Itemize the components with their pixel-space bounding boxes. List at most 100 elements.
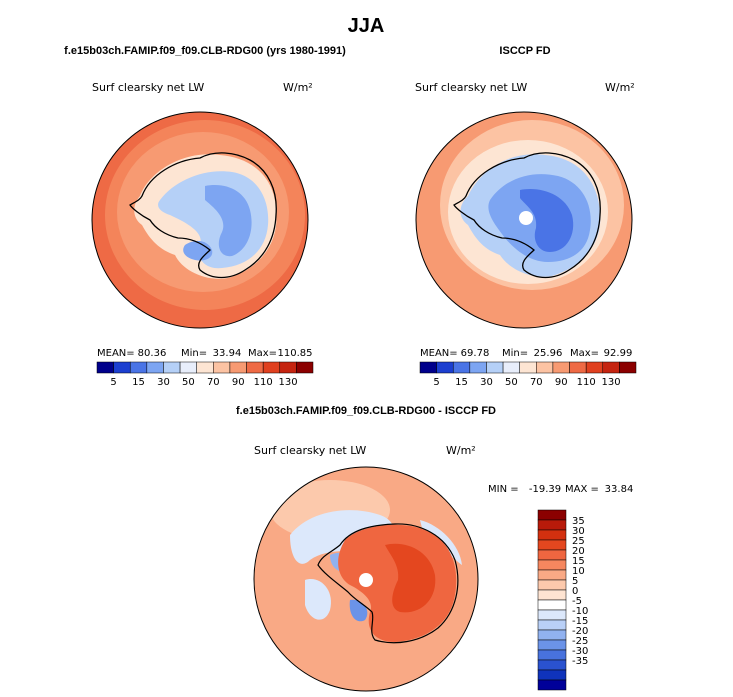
left-map-variable: Surf clearsky net LW (92, 81, 204, 94)
right-colorbar-swatch (452, 361, 471, 374)
diff-colorbar-swatch (537, 679, 567, 691)
left-colorbar-swatch (146, 361, 164, 374)
left-max-label: Max= (248, 348, 277, 359)
left-colorbar: 5 15 30 50 70 90 110 130 (96, 361, 314, 388)
left-colorbar-swatch (196, 361, 214, 374)
diff-map-pole-hole (359, 573, 373, 587)
right-colorbar-tick-label: 130 (602, 377, 621, 388)
right-colorbar-tick-label: 15 (455, 377, 468, 388)
left-colorbar-swatch (296, 361, 314, 374)
right-map-pole-hole (519, 211, 533, 225)
diff-colorbar-tick-label: 10 (572, 566, 585, 577)
left-panel-title: f.e15b03ch.FAMIP.f09_f09.CLB-RDG00 (yrs … (64, 45, 346, 57)
diff-colorbar-swatch (537, 539, 567, 551)
diff-colorbar-tick-label: 15 (572, 556, 585, 567)
left-map-stats: MEAN= 80.36 Min= 33.94 Max= 110.85 (97, 348, 313, 359)
diff-colorbar-tick-label: 0 (572, 586, 578, 597)
left-map-boundary (91, 111, 309, 329)
right-mean-label: MEAN= (420, 348, 458, 359)
right-colorbar-swatch (602, 361, 620, 374)
diff-colorbar-tick-label: -25 (572, 636, 588, 647)
left-colorbar-swatch (163, 361, 181, 374)
left-map: Surf clearsky net LW W/m² MEAN= 80.36 Mi… (91, 81, 314, 388)
diff-colorbar-swatch (537, 559, 567, 571)
left-colorbar-tick-label: 50 (182, 377, 195, 388)
left-colorbar-tick-label: 110 (254, 377, 273, 388)
diff-map-sea-ice-negative (290, 510, 395, 564)
right-colorbar-swatch (585, 361, 604, 374)
diff-colorbar-swatch (537, 639, 567, 651)
right-colorbar-swatch (486, 361, 504, 374)
diff-colorbar-tick-label: -35 (572, 656, 588, 667)
diff-colorbar-tick-label: 30 (572, 526, 585, 537)
left-colorbar-tick-label: 30 (157, 377, 170, 388)
diff-colorbar-swatch (537, 529, 567, 541)
diff-colorbar-tick-label: -10 (572, 606, 588, 617)
right-map-variable: Surf clearsky net LW (415, 81, 527, 94)
left-colorbar-tick-label: 130 (279, 377, 298, 388)
diff-colorbar-swatch (537, 549, 567, 561)
diff-min-value: -19.39 (529, 484, 561, 495)
left-colorbar-tick-label: 15 (132, 377, 145, 388)
main-title: JJA (348, 15, 385, 37)
diff-map-stats: MIN = -19.39 MAX = 33.84 (488, 484, 633, 495)
left-map-units: W/m² (283, 81, 313, 94)
diff-colorbar-swatch (537, 579, 567, 591)
left-min-label: Min= (181, 348, 207, 359)
right-min-value: 25.96 (534, 348, 563, 359)
right-colorbar-swatch (469, 361, 487, 374)
right-mean-value: 69.78 (461, 348, 490, 359)
diff-colorbar-swatch (537, 599, 567, 611)
left-colorbar-tick-label: 5 (110, 377, 116, 388)
diff-map-variable: Surf clearsky net LW (254, 444, 366, 457)
right-max-label: Max= (570, 348, 599, 359)
left-map-coastline (129, 152, 277, 279)
diff-panel-title: f.e15b03ch.FAMIP.f09_f09.CLB-RDG00 - ISC… (236, 405, 496, 417)
diff-colorbar-tick-label: -30 (572, 646, 588, 657)
left-colorbar-tick-label: 70 (207, 377, 220, 388)
left-mean-label: MEAN= (97, 348, 135, 359)
right-min-label: Min= (502, 348, 528, 359)
diff-min-label: MIN = (488, 484, 519, 495)
diff-colorbar-tick-label: 20 (572, 546, 585, 557)
left-colorbar-swatch (96, 361, 114, 374)
right-colorbar-tick-label: 90 (555, 377, 568, 388)
diff-colorbar-swatch (537, 509, 567, 521)
diff-colorbar-tick-label: 35 (572, 516, 585, 527)
right-colorbar-tick-label: 70 (530, 377, 543, 388)
diff-map-units: W/m² (446, 444, 476, 457)
diff-colorbar-swatch (537, 569, 567, 581)
left-max-value: 110.85 (278, 348, 313, 359)
right-colorbar-swatch (502, 361, 520, 374)
diff-colorbar-tick-label: -15 (572, 616, 588, 627)
diff-map-boundary (253, 466, 479, 692)
diff-colorbar-swatch (537, 619, 567, 631)
right-colorbar-tick-label: 30 (480, 377, 493, 388)
right-colorbar-tick-label: 5 (433, 377, 439, 388)
left-colorbar-swatch (279, 361, 297, 374)
left-colorbar-swatch (262, 361, 281, 374)
diff-colorbar-swatch (537, 669, 567, 681)
right-colorbar-swatch (536, 361, 554, 374)
right-colorbar-swatch (436, 361, 454, 374)
right-colorbar-swatch (619, 361, 637, 374)
diff-colorbar-swatch (537, 649, 567, 661)
diff-map-coastline (317, 523, 459, 644)
diff-map-plateau-positive (385, 543, 436, 613)
right-map-plateau-core (520, 189, 574, 252)
left-min-value: 33.94 (213, 348, 242, 359)
left-colorbar-swatch (129, 361, 148, 374)
diff-colorbar-swatch (537, 659, 567, 671)
right-panel-title: ISCCP FD (499, 45, 550, 57)
diff-colorbar-tick-label: 25 (572, 536, 585, 547)
right-max-value: 92.99 (604, 348, 633, 359)
right-map-coastline (453, 152, 601, 279)
left-colorbar-tick-label: 90 (232, 377, 245, 388)
right-colorbar-swatch (519, 361, 537, 374)
diff-map-weddell-negative (305, 579, 331, 620)
left-map-plateau-core (205, 185, 252, 257)
right-colorbar: 5 15 30 50 70 90 110 130 (419, 361, 637, 388)
diff-colorbar-swatch (537, 629, 567, 641)
